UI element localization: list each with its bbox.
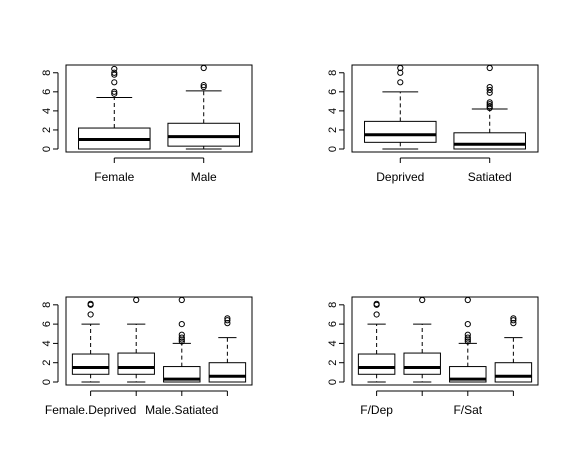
box-iqr [403, 352, 441, 375]
y-tick-label: 4 [327, 108, 339, 114]
box-iqr [208, 362, 247, 383]
box-iqr [494, 362, 533, 383]
box-1 [78, 65, 151, 150]
y-tick-label: 2 [327, 127, 339, 133]
plot-panel-4: 0 2 4 6 8 F/Dep F/Sat [327, 296, 539, 417]
box-1 [357, 300, 396, 383]
outlier-point [178, 296, 185, 304]
y-tick-label: 6 [41, 89, 53, 95]
outlier-point [486, 83, 493, 91]
outlier-point [464, 334, 471, 341]
outlier-point [510, 315, 517, 322]
box-2 [403, 296, 441, 383]
outlier-point [464, 321, 471, 328]
x-tick-label: Female.Deprived [45, 403, 136, 417]
x-tick-label: Male [191, 170, 217, 184]
plot-panel-1: 0 2 4 6 8 Female Male [41, 64, 253, 184]
box-iqr [364, 120, 437, 143]
outlier-point [464, 331, 471, 338]
y-tick-label: 8 [41, 70, 53, 76]
outlier-point [200, 82, 207, 89]
outlier-point [111, 88, 118, 95]
outlier-point [486, 101, 493, 108]
outlier-point [510, 317, 517, 324]
plot-panel-2: 0 2 4 6 8 Deprived Satiated [327, 64, 539, 184]
outlier-point [87, 300, 94, 307]
box-4 [494, 315, 533, 383]
outlier-point [486, 89, 493, 96]
plot-frame [351, 64, 539, 153]
y-tick-label: 6 [41, 321, 53, 327]
outlier-point [111, 69, 118, 76]
y-tick-label: 8 [327, 70, 339, 76]
outlier-point [224, 315, 231, 322]
outlier-point [373, 300, 380, 307]
x-tick-label: F/Dep [360, 403, 393, 417]
outlier-point [419, 296, 426, 304]
y-tick-label: 4 [41, 108, 53, 114]
outlier-point [486, 86, 493, 94]
box-3 [449, 296, 487, 383]
y-tick-label: 4 [41, 340, 53, 346]
outlier-point [133, 296, 140, 304]
outlier-point [111, 71, 118, 78]
y-tick-label: 0 [41, 379, 53, 385]
box-iqr [117, 352, 155, 375]
outlier-point [373, 311, 380, 318]
outlier-point [464, 296, 471, 304]
box-2 [117, 296, 155, 383]
outlier-point [224, 317, 231, 324]
outlier-point [178, 338, 185, 345]
box-4 [208, 315, 247, 383]
outlier-point [486, 104, 493, 112]
outlier-point [178, 331, 185, 338]
y-tick-label: 8 [327, 302, 339, 308]
outlier-point [111, 90, 118, 97]
outlier-point [178, 321, 185, 328]
outlier-point [486, 64, 493, 72]
box-iqr [357, 353, 396, 375]
outlier-point [486, 103, 493, 110]
y-tick-label: 2 [327, 360, 339, 366]
x-tick-label: Male.Satiated [145, 403, 218, 417]
outlier-point [486, 99, 493, 106]
y-tick-label: 6 [327, 89, 339, 95]
box-iqr [71, 353, 110, 375]
plot-panel-3: 0 2 4 6 8 Female.Deprived Male.Satiated [41, 296, 253, 417]
x-tick-label: F/Sat [453, 403, 482, 417]
plot-frame [351, 296, 539, 386]
box-iqr [167, 122, 240, 147]
outlier-point [178, 334, 185, 341]
y-tick-label: 6 [327, 321, 339, 327]
outlier-point [397, 64, 404, 72]
y-tick-label: 8 [41, 302, 53, 308]
outlier-point [464, 338, 471, 345]
y-tick-label: 0 [327, 146, 339, 152]
y-tick-label: 2 [41, 360, 53, 366]
outlier-point [111, 79, 118, 86]
outlier-point [397, 79, 404, 86]
outlier-point [200, 83, 207, 91]
y-tick-label: 2 [41, 127, 53, 133]
box-iqr [453, 132, 526, 150]
outlier-point [87, 311, 94, 318]
x-tick-label: Female [94, 170, 134, 184]
outlier-point [200, 64, 207, 72]
box-2 [167, 64, 240, 150]
box-3 [163, 296, 201, 383]
y-tick-label: 0 [41, 146, 53, 152]
box-1 [71, 300, 110, 383]
box-1 [364, 64, 437, 150]
plot-frame [65, 296, 253, 386]
box-2 [453, 64, 526, 150]
plot-frame [65, 64, 253, 153]
outlier-point [111, 65, 118, 73]
x-tick-label: Satiated [468, 170, 512, 184]
x-tick-label: Deprived [376, 170, 424, 184]
y-tick-label: 0 [327, 379, 339, 385]
y-tick-label: 4 [327, 340, 339, 346]
